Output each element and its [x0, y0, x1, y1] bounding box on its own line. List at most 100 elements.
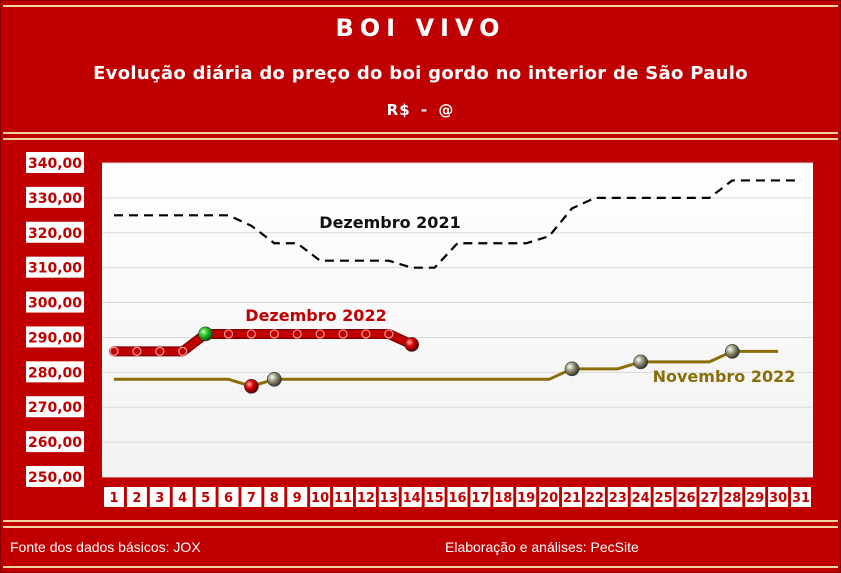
footer-stripe-2	[3, 526, 838, 528]
highlight-marker-dezembro-2022	[404, 337, 420, 352]
x-tick-box	[630, 487, 651, 507]
x-tick-box	[653, 487, 674, 507]
x-tick-box	[218, 487, 239, 507]
data-point-dezembro-2022	[269, 329, 279, 339]
x-tick-label: 23	[609, 491, 627, 506]
data-point-dezembro-2022	[246, 329, 256, 339]
x-tick-box	[287, 487, 308, 507]
y-tick-label: 260,00	[28, 435, 82, 451]
highlight-marker-novembro-2022	[633, 354, 649, 370]
data-point-dezembro-2022	[223, 329, 234, 339]
x-tick-label: 1	[109, 491, 118, 506]
x-tick-label: 27	[700, 491, 718, 506]
x-tick-label: 31	[792, 491, 810, 506]
x-tick-label: 26	[677, 491, 695, 506]
x-tick-box	[562, 487, 582, 507]
x-tick-label: 16	[448, 491, 466, 506]
x-tick-label: 5	[201, 491, 210, 506]
x-tick-label: 25	[655, 491, 673, 506]
data-point-dezembro-2022	[155, 346, 165, 356]
x-tick-label: 4	[178, 491, 187, 506]
x-tick-box	[333, 487, 353, 507]
x-tick-label: 18	[494, 491, 512, 506]
y-tick-box	[26, 186, 84, 208]
chart-title: BOI VIVO	[335, 14, 506, 42]
data-point-dezembro-2022	[338, 329, 348, 339]
x-tick-box	[584, 487, 605, 507]
data-point-dezembro-2022	[178, 346, 188, 356]
x-tick-label: 21	[563, 491, 581, 506]
x-tick-label: 20	[540, 491, 558, 506]
y-tick-label: 320,00	[28, 226, 82, 242]
x-tick-box	[539, 487, 560, 507]
y-tick-box	[26, 152, 84, 173]
data-point-dezembro-2022	[315, 329, 325, 339]
x-tick-label: 10	[311, 491, 329, 506]
series-label-dezembro-2022: Dezembro 2022	[245, 306, 386, 325]
series-label-dezembro-2021: Dezembro 2021	[319, 213, 460, 232]
x-tick-box	[768, 487, 789, 507]
footer-credit: Elaboração e análises: PecSite	[445, 539, 639, 555]
x-tick-box	[676, 487, 697, 507]
series-labels: Dezembro 2021 Dezembro 2022 Novembro 2022	[245, 213, 795, 386]
data-point-dezembro-2022	[132, 346, 142, 356]
y-tick-box	[26, 431, 84, 453]
top-stripe	[3, 5, 838, 7]
footer-stripe-1	[3, 520, 838, 522]
x-tick-label: 3	[155, 491, 164, 506]
series-label-novembro-2022: Novembro 2022	[653, 367, 796, 386]
x-tick-box	[470, 487, 491, 507]
x-tick-label: 14	[403, 491, 421, 506]
data-point-dezembro-2022	[292, 329, 302, 339]
x-tick-box	[745, 487, 766, 507]
data-point-dezembro-2022	[384, 329, 394, 339]
x-tick-box	[241, 487, 262, 507]
x-tick-box	[516, 487, 537, 507]
y-axis: 250,00 260,00 270,00 280,00 290,00 300,00 310,…	[26, 152, 84, 487]
x-tick-box	[195, 487, 216, 507]
x-tick-label: 28	[723, 491, 741, 506]
y-tick-label: 330,00	[28, 191, 82, 207]
data-point-dezembro-2022	[361, 329, 371, 339]
y-tick-label: 280,00	[28, 365, 82, 381]
x-tick-label: 2	[132, 491, 141, 506]
x-tick-box	[401, 487, 422, 507]
highlight-marker-dezembro-2022	[198, 326, 213, 342]
y-tick-box	[26, 396, 84, 418]
header-stripe-1	[3, 132, 838, 134]
x-tick-label: 6	[224, 491, 233, 506]
x-tick-label: 12	[357, 491, 375, 506]
y-tick-label: 340,00	[28, 156, 82, 172]
highlight-marker-novembro-2022	[244, 378, 259, 394]
x-tick-label: 15	[426, 491, 444, 506]
y-tick-box	[26, 221, 84, 243]
y-tick-box	[26, 326, 84, 348]
x-tick-box	[104, 487, 124, 507]
x-tick-box	[447, 487, 468, 507]
x-tick-box	[607, 487, 628, 507]
x-tick-box	[493, 487, 514, 507]
x-tick-box	[791, 487, 811, 507]
x-axis: 1 2 3 4 5 6 7 8 9 10 11 12 13 14 15 16 17 18 19 20 21 22 23 24 2…	[104, 487, 811, 507]
x-tick-label: 24	[632, 491, 650, 506]
y-tick-box	[26, 466, 84, 487]
chart-subtitle: Evolução diária do preço do boi gordo no…	[93, 63, 748, 84]
x-tick-label: 22	[586, 491, 604, 506]
x-tick-box	[310, 487, 331, 507]
marker-layer	[109, 326, 740, 394]
footer-source: Fonte dos dados básicos: JOX	[10, 539, 201, 555]
highlight-marker-novembro-2022	[724, 344, 740, 359]
y-tick-box	[26, 291, 84, 313]
highlight-marker-novembro-2022	[564, 361, 580, 377]
bottom-stripe	[3, 566, 838, 568]
highlight-marker-novembro-2022	[266, 372, 282, 387]
x-tick-box	[126, 487, 147, 507]
x-tick-box	[424, 487, 445, 507]
data-point-dezembro-2022	[109, 346, 119, 356]
x-tick-box	[378, 487, 399, 507]
x-tick-label: 17	[471, 491, 489, 506]
y-tick-label: 310,00	[28, 261, 82, 277]
y-tick-label: 290,00	[28, 330, 82, 346]
series-line-novembro-2022	[114, 349, 779, 388]
